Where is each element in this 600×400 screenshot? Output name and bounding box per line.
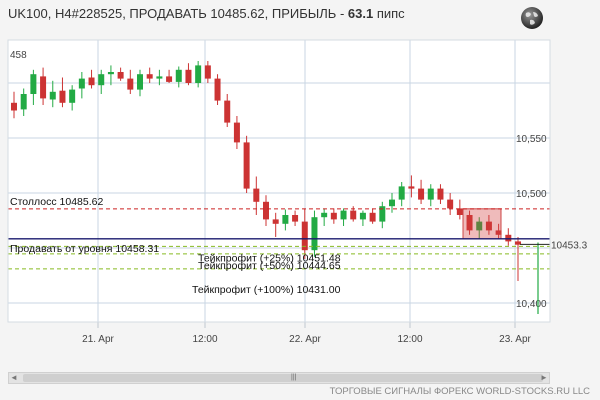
candle-body: [49, 91, 56, 100]
candle-body: [195, 65, 202, 83]
candle-body: [11, 102, 17, 111]
candle-body: [30, 74, 37, 94]
candle-body: [340, 210, 347, 220]
candle-body: [359, 212, 366, 220]
x-tick-label: 21. Apr: [82, 334, 114, 345]
candle-body: [321, 212, 328, 218]
candle-body: [447, 199, 454, 209]
candle-body: [485, 221, 492, 231]
candle-body: [78, 78, 85, 89]
candle-body: [233, 122, 240, 143]
x-tick-label: 23. Apr: [499, 334, 531, 345]
candle-body: [505, 234, 512, 242]
price-chart[interactable]: 21. Apr 12:00 22. Apr 12:00 23. Apr 10,550 10,…: [0, 0, 600, 372]
candle-body: [185, 69, 192, 83]
globe-icon[interactable]: [520, 6, 544, 30]
title-suffix: пипс: [373, 6, 405, 21]
title-prefix: UK100, H4#228525, ПРОДАВАТЬ 10485.62, ПР…: [8, 6, 348, 21]
chart-title: UK100, H4#228525, ПРОДАВАТЬ 10485.62, ПР…: [8, 6, 405, 21]
candle-body: [137, 74, 143, 90]
candle-body: [214, 78, 221, 101]
y-tick-label: 10,550: [516, 134, 547, 145]
footer-credit: ТОРГОВЫЕ СИГНАЛЫ ФОРЕКС WORLD-STOCKS.RU …: [329, 386, 590, 397]
candle-body: [175, 69, 182, 82]
candle-body: [408, 186, 415, 189]
candle-body: [398, 186, 405, 200]
candle-body: [389, 199, 395, 207]
candle-body: [224, 100, 231, 123]
candle-body: [40, 76, 47, 99]
candle-body: [427, 188, 434, 200]
candle-body: [204, 65, 211, 79]
candle-body: [350, 210, 357, 220]
candle-body: [243, 142, 250, 189]
candle-body: [495, 230, 502, 235]
candle-body: [69, 89, 76, 103]
x-tick-label: 22. Apr: [289, 334, 321, 345]
candle-body: [166, 76, 173, 82]
trade-zone: [462, 208, 502, 240]
y-tick-label: 10,500: [516, 189, 547, 200]
candle-body: [98, 74, 105, 86]
candle-body: [418, 188, 425, 200]
candle-body: [515, 241, 521, 245]
candle-body: [156, 76, 163, 79]
candle-body: [88, 77, 95, 86]
candle-body: [330, 212, 337, 220]
profit-value: 63.1: [347, 6, 374, 21]
level-label-stop-loss: Столлосс 10485.62: [10, 196, 103, 208]
candle-body: [282, 215, 289, 224]
candle-body: [263, 201, 269, 220]
y-tick-label-partial: 458: [10, 50, 27, 61]
scroll-right-icon[interactable]: ►: [540, 373, 548, 382]
plot-border: [7, 39, 551, 323]
candle-body: [437, 188, 444, 200]
level-label-entry: Продавать от уровня 10458.31: [10, 243, 159, 255]
level-label-take-profit-100: Тейкпрофит (+100%) 10431.00: [192, 284, 341, 296]
candle-body: [272, 219, 279, 224]
candle-body: [379, 206, 386, 222]
candle-body: [476, 221, 483, 231]
candle-body: [20, 94, 27, 110]
candle-body: [311, 217, 318, 251]
scrollbar-thumb[interactable]: |||: [23, 374, 543, 382]
candle-body: [127, 78, 134, 90]
candle-body: [369, 212, 376, 222]
scroll-left-icon[interactable]: ◄: [10, 373, 18, 382]
current-price-label: 10453.3: [551, 240, 588, 251]
candle-body: [301, 221, 308, 251]
candle-body: [466, 215, 473, 231]
chart-scrollbar[interactable]: ◄ ||| ►: [8, 372, 550, 384]
candle-body: [146, 74, 153, 79]
candle-body: [292, 215, 299, 222]
x-tick-label: 12:00: [192, 334, 217, 345]
candle-body: [253, 188, 260, 202]
scrollbar-grip-icon: |||: [291, 374, 297, 381]
candle-body: [456, 208, 463, 215]
candle-body: [107, 72, 114, 75]
x-tick-label: 12:00: [397, 334, 422, 345]
level-label-take-profit-50: Тейкпрофит (+50%) 10444.65: [198, 260, 341, 272]
level-label-take-profit-25: Тейкпрофит (+25%) 10451.48: [198, 252, 341, 264]
y-tick-label: 10,400: [516, 299, 547, 310]
candle-body: [117, 72, 124, 79]
candle-body: [59, 90, 66, 103]
